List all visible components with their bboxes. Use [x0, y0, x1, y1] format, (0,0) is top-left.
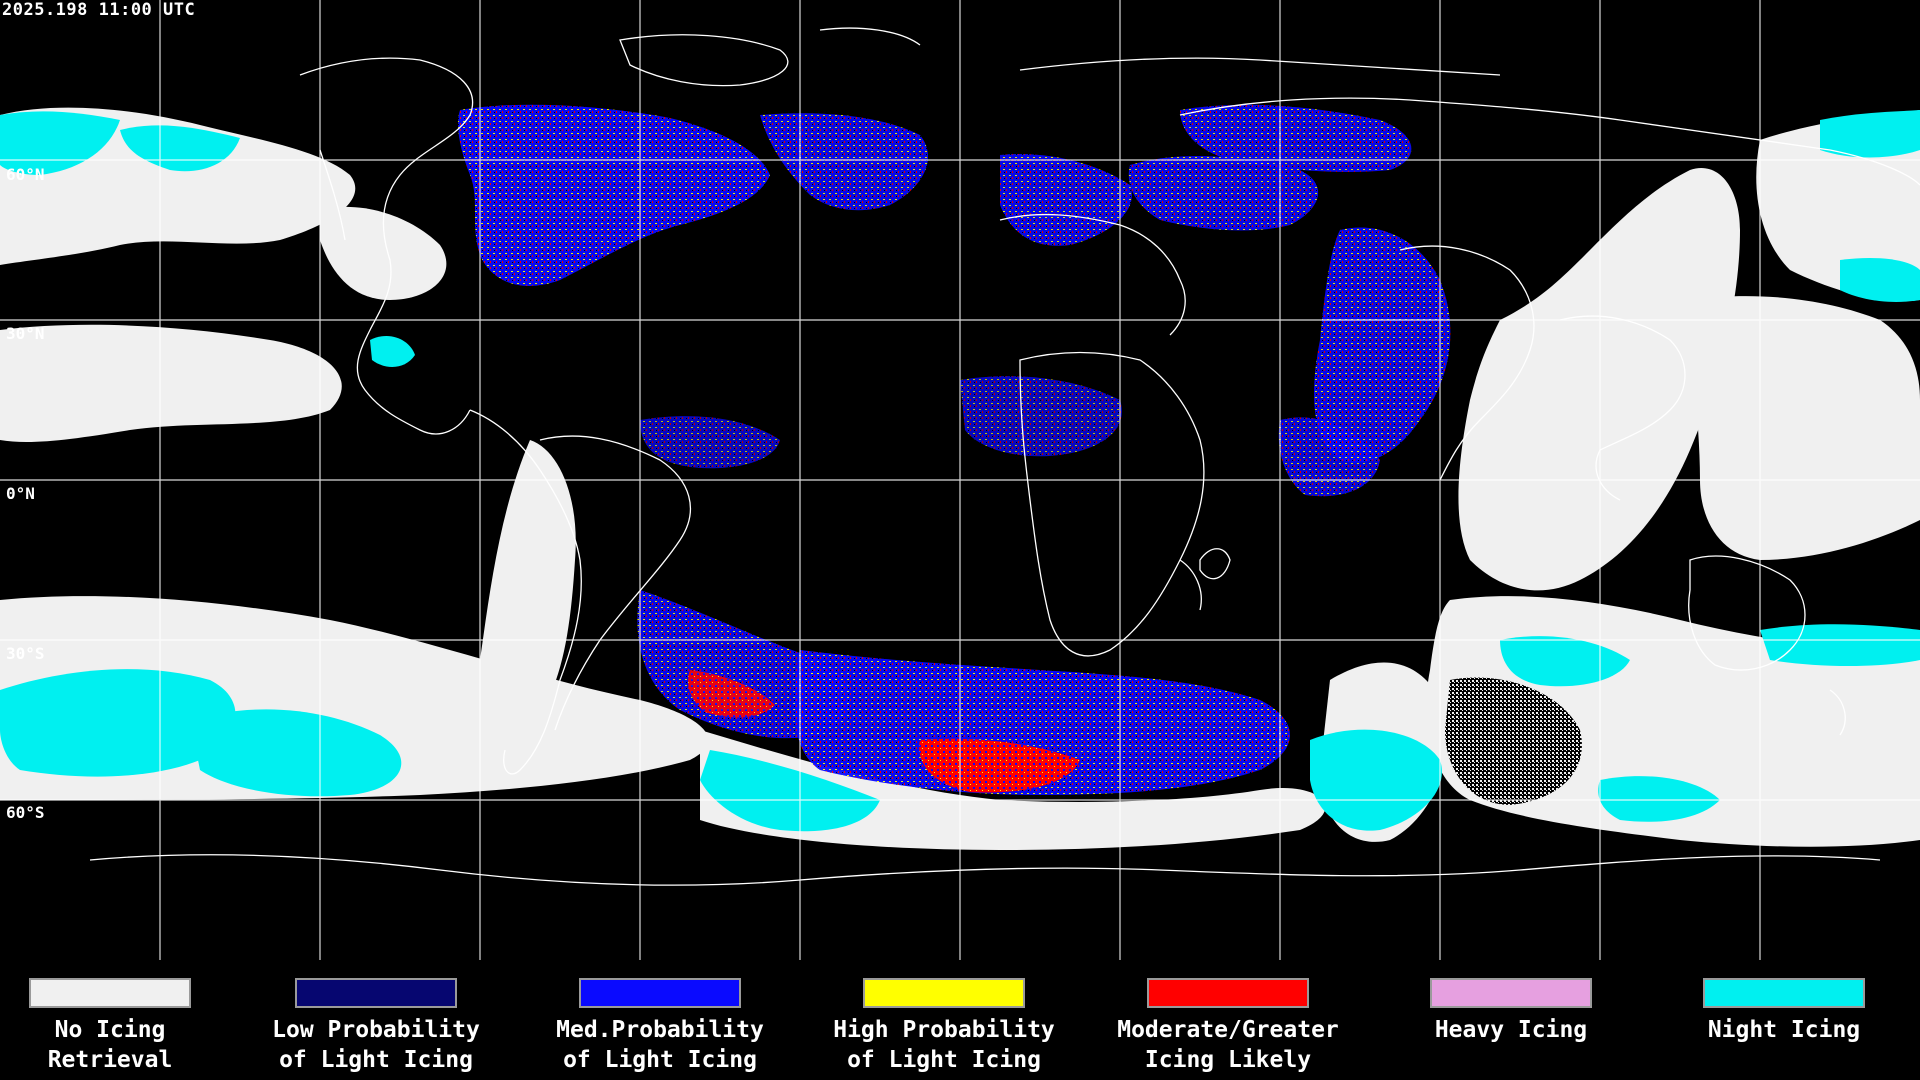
legend-label: Moderate/Greater Icing Likely — [1117, 1017, 1339, 1073]
legend-item-heavy: Heavy Icing — [1381, 978, 1641, 1045]
lat-label-30s: 30°S — [6, 644, 45, 663]
legend-item-high-prob: High Probability of Light Icing — [814, 978, 1074, 1075]
legend-label: Med.Probability of Light Icing — [556, 1017, 764, 1073]
legend-swatch — [29, 978, 191, 1008]
legend-label: No Icing Retrieval — [47, 1017, 173, 1073]
legend-label: Heavy Icing — [1434, 1017, 1588, 1043]
night-icing-regions — [0, 110, 1920, 832]
legend: No Icing Retrieval Low Probability of Li… — [0, 960, 1920, 1080]
legend-swatch — [295, 978, 457, 1008]
legend-label: Night Icing — [1707, 1017, 1861, 1043]
lat-label-30n: 30°N — [6, 324, 45, 343]
legend-item-med-prob: Med.Probability of Light Icing — [530, 978, 790, 1075]
icing-day-regions — [458, 104, 1451, 795]
timestamp: 2025.198 11:00 UTC — [2, 0, 196, 20]
legend-item-low-prob: Low Probability of Light Icing — [246, 978, 506, 1075]
lat-label-60n: 60°N — [6, 165, 45, 184]
legend-swatch — [1430, 978, 1592, 1008]
legend-item-night: Night Icing — [1654, 978, 1914, 1045]
map-canvas — [0, 0, 1920, 960]
legend-swatch — [579, 978, 741, 1008]
lat-label-60s: 60°S — [6, 803, 45, 822]
icing-map — [0, 0, 1920, 960]
lat-label-0n: 0°N — [6, 484, 35, 503]
legend-label: High Probability of Light Icing — [833, 1017, 1055, 1073]
legend-label: Low Probability of Light Icing — [272, 1017, 480, 1073]
legend-item-no-icing: No Icing Retrieval — [0, 978, 240, 1075]
coastlines — [89, 27, 1920, 886]
legend-swatch — [863, 978, 1025, 1008]
legend-swatch — [1147, 978, 1309, 1008]
lat-lon-grid — [0, 0, 1920, 960]
stippled-area — [1445, 677, 1582, 805]
legend-item-moderate: Moderate/Greater Icing Likely — [1098, 978, 1358, 1075]
legend-swatch — [1703, 978, 1865, 1008]
